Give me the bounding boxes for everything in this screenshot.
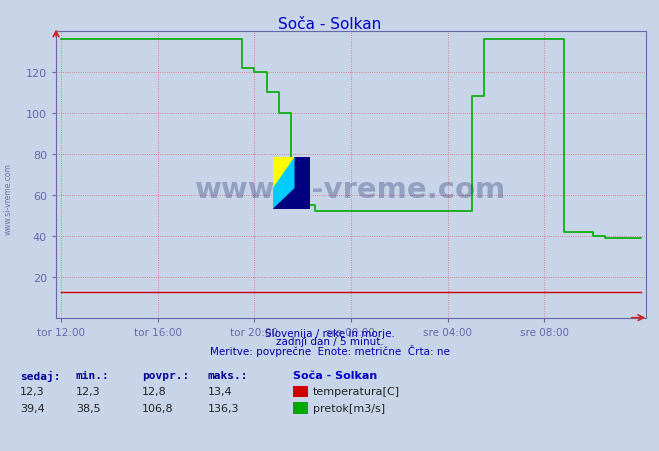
Text: povpr.:: povpr.: — [142, 370, 189, 380]
Text: pretok[m3/s]: pretok[m3/s] — [313, 403, 385, 413]
Text: 12,3: 12,3 — [76, 387, 100, 396]
Text: 106,8: 106,8 — [142, 403, 173, 413]
Text: 12,3: 12,3 — [20, 387, 44, 396]
Text: 136,3: 136,3 — [208, 403, 239, 413]
Text: temperatura[C]: temperatura[C] — [313, 387, 400, 396]
Text: Soča - Solkan: Soča - Solkan — [293, 370, 378, 380]
Text: 13,4: 13,4 — [208, 387, 232, 396]
Text: Meritve: povprečne  Enote: metrične  Črta: ne: Meritve: povprečne Enote: metrične Črta:… — [210, 344, 449, 356]
Polygon shape — [273, 158, 295, 189]
Text: sedaj:: sedaj: — [20, 370, 60, 381]
Text: 12,8: 12,8 — [142, 387, 167, 396]
Text: www.si-vreme.com: www.si-vreme.com — [3, 162, 13, 235]
Text: 39,4: 39,4 — [20, 403, 45, 413]
Text: Soča - Solkan: Soča - Solkan — [278, 17, 381, 32]
Text: min.:: min.: — [76, 370, 109, 380]
Text: 38,5: 38,5 — [76, 403, 100, 413]
Polygon shape — [273, 158, 310, 210]
Text: www.si-vreme.com: www.si-vreme.com — [195, 175, 507, 203]
Text: zadnji dan / 5 minut.: zadnji dan / 5 minut. — [275, 336, 384, 346]
Text: maks.:: maks.: — [208, 370, 248, 380]
Polygon shape — [273, 158, 295, 210]
Text: Slovenija / reke in morje.: Slovenija / reke in morje. — [264, 328, 395, 338]
